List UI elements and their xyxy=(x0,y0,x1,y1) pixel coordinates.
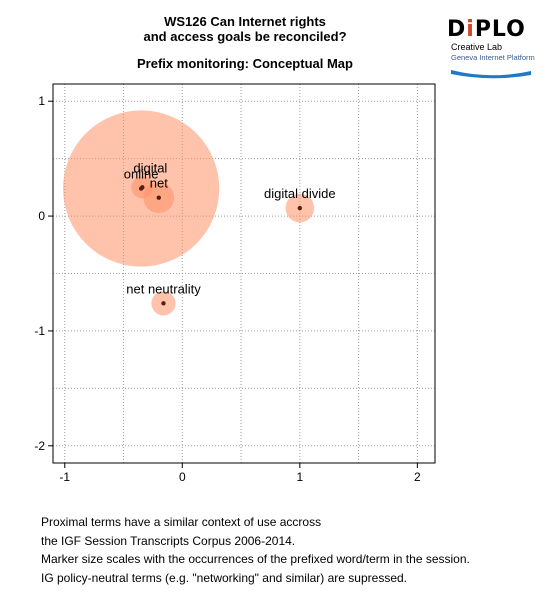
y-tick-label: 0 xyxy=(38,209,45,223)
caption-line1: Proximal terms have a similar context of… xyxy=(41,515,322,529)
diplo-logo: DiPLO Creative Lab Geneva Internet Platf… xyxy=(447,18,535,82)
label-online: online xyxy=(124,167,159,182)
chart-title-line1: WS126 Can Internet rights xyxy=(164,14,326,29)
label-net-neutrality: net neutrality xyxy=(126,281,201,296)
point-digital xyxy=(140,185,145,190)
chart-caption: Proximal terms have a similar context of… xyxy=(41,513,470,587)
logo-line1: Creative Lab xyxy=(451,42,503,52)
caption-line4: IG policy-neutral terms (e.g. "networkin… xyxy=(41,570,407,585)
y-tick-label: -1 xyxy=(34,324,45,338)
point-net xyxy=(156,195,161,200)
point-digital-divide xyxy=(297,205,303,211)
x-tick-label: 1 xyxy=(296,470,303,484)
chart-subtitle: Prefix monitoring: Conceptual Map xyxy=(137,56,353,71)
chart-title-line2: and access goals be reconciled? xyxy=(143,29,347,44)
y-tick-label: 1 xyxy=(38,94,45,108)
caption-line3: Marker size scales with the occurrences … xyxy=(41,552,470,566)
label-net: net xyxy=(150,176,168,191)
x-tick-label: 2 xyxy=(414,470,421,484)
logo-line2: Geneva Internet Platform xyxy=(451,53,535,62)
caption-line2: the IGF Session Transcripts Corpus 2006-… xyxy=(41,533,296,548)
x-tick-label: -1 xyxy=(59,470,70,484)
x-tick-label: 0 xyxy=(179,470,186,484)
chart-titles: WS126 Can Internet rights and access goa… xyxy=(40,14,450,71)
bubble-layer xyxy=(63,110,315,316)
label-digital: digital xyxy=(133,160,167,175)
point-net-neutrality xyxy=(161,301,166,306)
y-tick-label: -2 xyxy=(34,439,45,453)
plot-frame xyxy=(52,83,436,464)
logo-wordmark: DiPLO xyxy=(447,17,526,42)
axis-layer: -1 0 1 2 -2 -1 0 1 xyxy=(34,94,421,484)
logo-swoosh-icon xyxy=(451,70,531,79)
label-digital-divide: digital divide xyxy=(264,186,336,201)
